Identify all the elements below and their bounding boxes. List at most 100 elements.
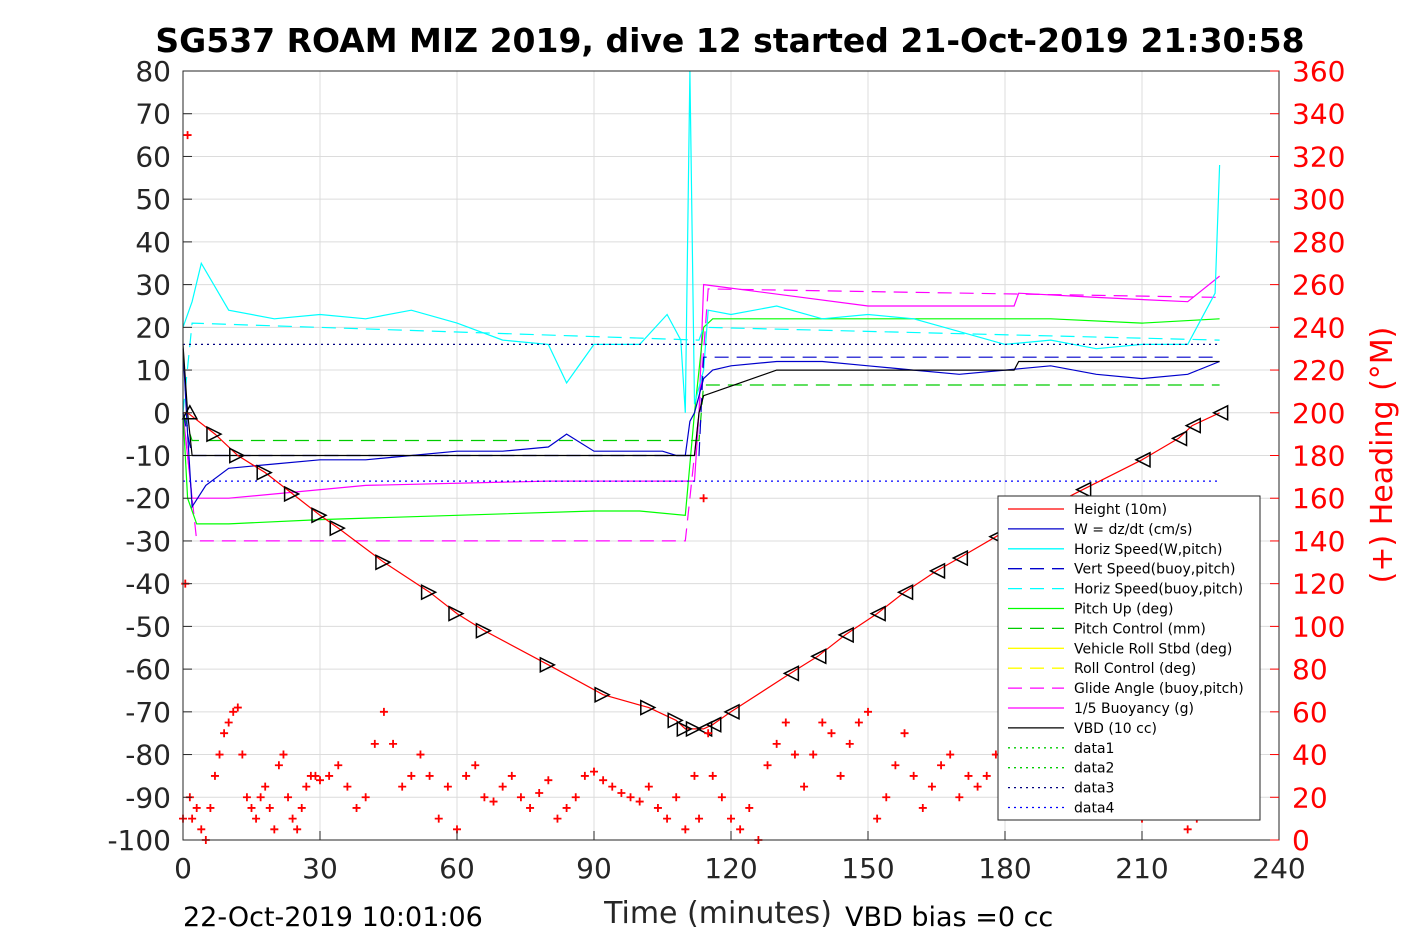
heading-point — [389, 739, 398, 748]
x-tick-label: 120 — [704, 852, 757, 885]
heading-point — [727, 814, 735, 823]
y-axis-left-ticks: 80 70 60 50 40 30 20 10 0 -10 -20 -30 -40 -50 -60 -70 -8… — [107, 55, 192, 857]
heading-point — [927, 782, 936, 791]
heading-point — [882, 793, 891, 802]
heading-point — [370, 739, 379, 748]
heading-point — [955, 793, 964, 802]
heading-point — [854, 718, 863, 727]
heading-point — [183, 131, 192, 140]
heading-point — [918, 803, 927, 812]
vbd-marker — [951, 549, 969, 567]
y-left-tick-label: -40 — [125, 568, 171, 601]
heading-point — [416, 750, 425, 759]
heading-point — [498, 782, 507, 791]
y-right-tick-label: 200 — [1292, 397, 1345, 430]
heading-point — [233, 703, 242, 712]
footer-vbd-bias: VBD bias =0 cc — [845, 902, 1053, 933]
heading-point — [343, 782, 352, 791]
vbd-marker — [782, 665, 800, 682]
heading-point — [695, 814, 704, 823]
x-tick-label: 210 — [1115, 852, 1168, 885]
heading-point — [763, 761, 772, 770]
heading-point — [672, 793, 681, 802]
heading-point — [302, 782, 311, 791]
heading-point — [717, 793, 726, 802]
heading-point — [229, 707, 238, 716]
legend-label: Height (10m) — [1074, 502, 1167, 518]
footer-date: 22-Oct-2019 10:01:06 — [183, 902, 483, 933]
series-glide-angle-buoy-pitch — [182, 288, 1220, 542]
y-right-tick-label: 240 — [1292, 311, 1345, 344]
x-axis-ticks: 0 30 60 90 120 150 180 210 240 — [174, 831, 1306, 885]
vbd-marker — [420, 583, 438, 601]
heading-point — [1183, 825, 1192, 834]
y-right-tick-label: 40 — [1292, 739, 1328, 772]
vbd-marker — [928, 562, 946, 580]
y-right-tick-label: 360 — [1292, 55, 1345, 88]
legend-label: W = dz/dt (cm/s) — [1074, 522, 1193, 538]
heading-point — [311, 771, 320, 780]
vbd-marker — [229, 447, 246, 464]
y-left-tick-label: -10 — [125, 440, 171, 473]
series-layer — [182, 70, 1221, 730]
heading-point — [663, 814, 672, 823]
vbd-marker — [375, 554, 392, 571]
heading-point — [425, 771, 434, 780]
y-right-tick-label: 120 — [1292, 568, 1345, 601]
y-left-tick-label: 60 — [135, 140, 171, 173]
y-left-tick-label: -60 — [125, 653, 171, 686]
vbd-marker — [1134, 451, 1151, 468]
heading-point — [279, 750, 288, 759]
vbd-marker — [283, 485, 301, 503]
heading-point — [644, 782, 653, 791]
y-left-tick-label: 30 — [135, 269, 171, 302]
heading-point — [590, 767, 598, 776]
heading-point — [224, 718, 233, 727]
heading-point — [220, 729, 229, 738]
heading-point — [635, 797, 644, 806]
heading-point — [946, 750, 955, 759]
y-right-tick-label: 20 — [1292, 781, 1328, 814]
heading-point — [265, 803, 274, 812]
x-axis-label: Time (minutes) — [603, 896, 832, 931]
heading-point — [973, 782, 982, 791]
vbd-marker — [256, 464, 273, 481]
legend-label: Horiz Speed(buoy,pitch) — [1074, 582, 1243, 598]
y-left-tick-label: -90 — [125, 781, 171, 814]
x-tick-label: 180 — [978, 852, 1031, 885]
vbd-marker — [539, 656, 557, 674]
heading-point — [964, 771, 973, 780]
y-right-tick-label: 300 — [1292, 183, 1345, 216]
legend-label: data2 — [1074, 761, 1114, 777]
heading-point — [516, 793, 525, 802]
heading-point — [215, 750, 224, 759]
heading-point — [206, 803, 215, 812]
heading-point — [626, 793, 635, 802]
heading-point — [937, 761, 946, 770]
heading-point — [873, 814, 882, 823]
heading-point — [699, 494, 708, 503]
vbd-marker — [837, 626, 854, 644]
heading-point — [864, 707, 872, 716]
heading-point — [745, 803, 754, 812]
heading-point — [434, 814, 443, 823]
heading-point — [284, 793, 293, 802]
y-right-tick-label: 140 — [1292, 525, 1345, 558]
vbd-marker — [1211, 404, 1229, 421]
y-right-tick-label: 160 — [1292, 482, 1345, 515]
vbd-marker — [1170, 430, 1188, 447]
heading-point — [800, 782, 809, 791]
x-tick-label: 240 — [1252, 852, 1305, 885]
heading-point — [580, 771, 589, 780]
legend-box — [997, 495, 1261, 821]
x-tick-label: 60 — [439, 852, 475, 885]
heading-point — [809, 750, 818, 759]
series-pitch-control-mm — [182, 384, 1220, 442]
y-left-tick-label: -80 — [125, 739, 171, 772]
y-right-tick-label: 340 — [1292, 98, 1345, 131]
y-right-tick-label: 0 — [1292, 824, 1310, 857]
legend-label: Glide Angle (buoy,pitch) — [1074, 681, 1244, 697]
heading-point — [982, 771, 991, 780]
y-left-tick-label: 40 — [135, 226, 171, 259]
legend-label: Vert Speed(buoy,pitch) — [1074, 562, 1236, 578]
